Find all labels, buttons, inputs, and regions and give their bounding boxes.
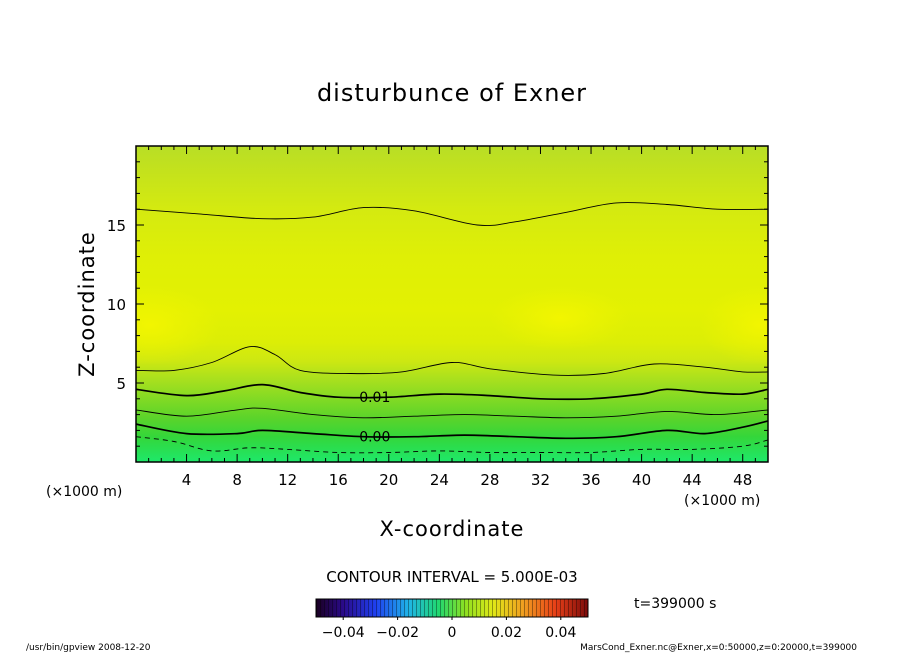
- high-region-center: [490, 286, 630, 350]
- footer-right: MarsCond_Exner.nc@Exner,x=0:50000,z=0:20…: [580, 643, 857, 653]
- x-axis-label: X-coordinate: [380, 517, 525, 541]
- contour-labels: 0.01 0.00: [359, 390, 390, 446]
- footer-left: /usr/bin/gpview 2008-12-20: [26, 643, 151, 653]
- chart-title: disturbunce of Exner: [317, 79, 587, 107]
- y-tick-label: 10: [107, 296, 126, 314]
- high-region-right: [700, 285, 768, 365]
- x-tick-label: 12: [278, 471, 297, 489]
- colorbar-ticks: −0.04 −0.02 0 0.02 0.04: [322, 617, 576, 641]
- x-tick-label: 48: [733, 471, 752, 489]
- x-tick-label: 24: [430, 471, 449, 489]
- x-tick-label: 8: [232, 471, 242, 489]
- x-tick-label: 36: [581, 471, 600, 489]
- contour-label: 0.00: [359, 430, 390, 446]
- x-tick-label: 32: [531, 471, 550, 489]
- x-tick-label: 20: [379, 471, 398, 489]
- colorbar-lines: [316, 599, 588, 617]
- contour-line: [136, 201, 768, 227]
- contour-line: [136, 436, 768, 454]
- high-region-left: [136, 285, 220, 365]
- contour-line: [136, 383, 768, 401]
- x-tick-label: 40: [632, 471, 651, 489]
- plot-area: [136, 146, 768, 462]
- contour-lines: [136, 201, 768, 454]
- x-unit-label-left: (×1000 m): [46, 484, 122, 500]
- colorbar-tick-label: −0.04: [322, 625, 365, 641]
- contour-interval-text: CONTOUR INTERVAL = 5.000E-03: [326, 568, 577, 586]
- x-tick-label: 28: [480, 471, 499, 489]
- colorbar-tick-label: 0.04: [545, 625, 576, 641]
- contour-label: 0.01: [359, 390, 390, 406]
- colorbar-tick-label: −0.02: [376, 625, 419, 641]
- contour-line: [136, 346, 768, 376]
- y-tick-label: 5: [116, 375, 126, 393]
- time-label: t=399000 s: [634, 596, 716, 612]
- contour-line: [136, 420, 768, 440]
- x-tick-label: 4: [182, 471, 192, 489]
- x-tick-label: 16: [329, 471, 348, 489]
- y-tick-label: 15: [107, 217, 126, 235]
- colorbar-tick-label: 0: [448, 625, 457, 641]
- x-unit-label-right: (×1000 m): [684, 493, 760, 509]
- colorbar-tick-label: 0.02: [491, 625, 522, 641]
- y-axis-label: Z-coordinate: [75, 231, 99, 377]
- x-tick-label: 44: [683, 471, 702, 489]
- contour-line: [136, 407, 768, 419]
- colorbar: −0.04 −0.02 0 0.02 0.04: [315, 598, 589, 641]
